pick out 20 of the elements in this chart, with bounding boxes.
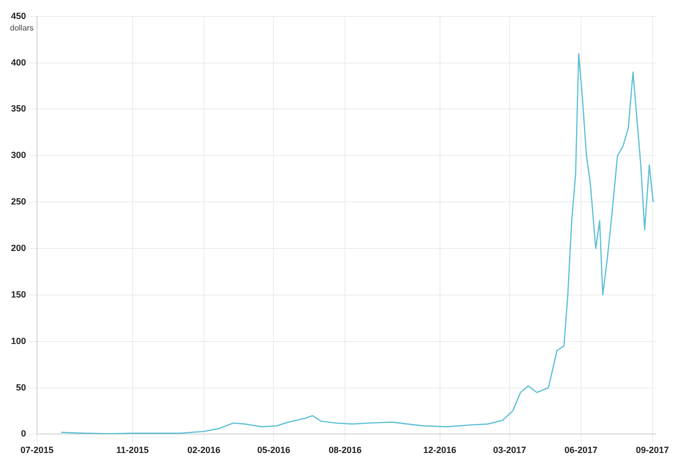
y-tick-label: 450 xyxy=(10,10,26,21)
x-tick-label: 09-2017 xyxy=(636,445,669,456)
y-tick-label: 300 xyxy=(10,150,26,160)
x-tick-label: 11-2015 xyxy=(116,445,149,456)
y-tick-label: 0 xyxy=(21,428,26,439)
x-tick-label: 08-2016 xyxy=(328,445,362,456)
x-tick-label: 03-2017 xyxy=(493,445,526,456)
y-tick-label: 250 xyxy=(10,196,26,207)
y-axis-title: dollars xyxy=(10,23,34,32)
x-tick-label: 12-2016 xyxy=(423,445,456,456)
x-tick-label: 02-2016 xyxy=(187,445,220,456)
y-tick-label: 200 xyxy=(10,242,26,253)
x-tick-label: 07-2015 xyxy=(20,445,54,456)
y-tick-label: 400 xyxy=(10,57,26,68)
x-tick-label: 06-2017 xyxy=(564,445,598,456)
y-tick-label: 100 xyxy=(10,336,26,346)
x-tick-label: 05-2016 xyxy=(257,445,290,456)
y-tick-label: 150 xyxy=(10,289,26,300)
y-tick-label: 50 xyxy=(16,382,26,392)
y-tick-label: 350 xyxy=(10,104,26,114)
